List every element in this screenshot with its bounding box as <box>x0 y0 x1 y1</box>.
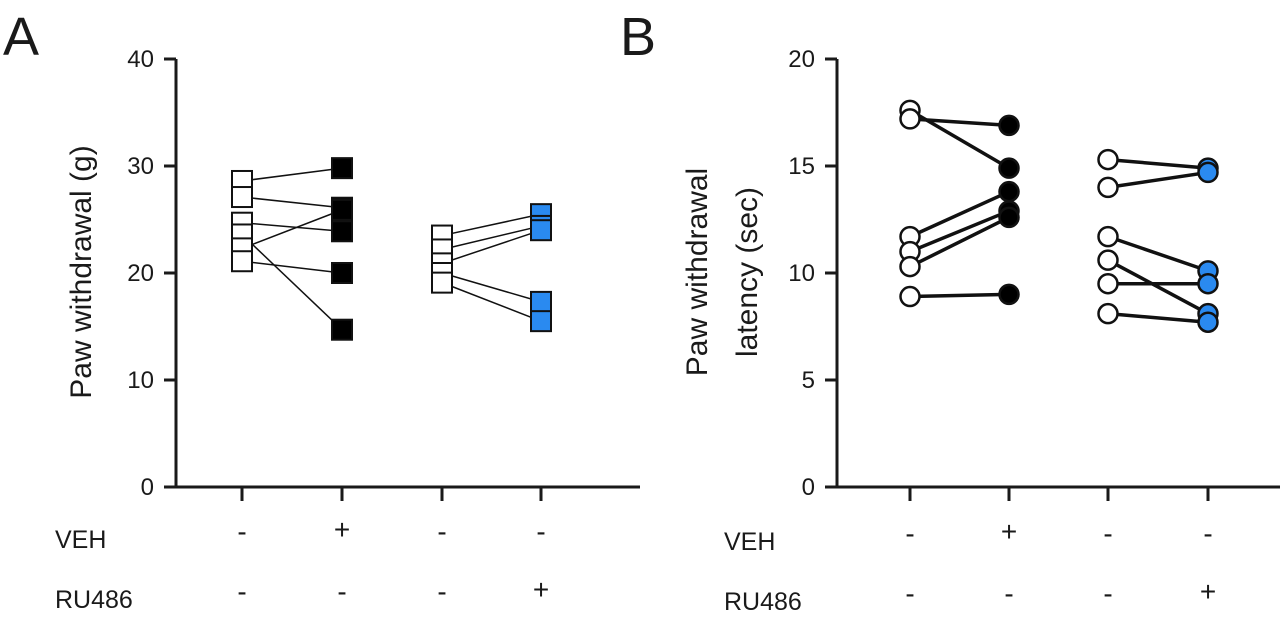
y-tick-label: 30 <box>127 153 154 180</box>
pair-line <box>909 209 1010 254</box>
data-point <box>1097 272 1119 295</box>
y-tick-label: 5 <box>802 367 815 394</box>
y-axis-label-b-line2: latency (sec) <box>731 187 764 357</box>
pair-line <box>1107 234 1209 273</box>
condition-sign: + <box>1200 576 1216 607</box>
condition-sign: - <box>1103 518 1112 549</box>
y-axis-label-b-line1: Paw withdrawal <box>681 168 714 376</box>
connecting-lines-b <box>909 108 1209 324</box>
data-point <box>331 157 353 180</box>
condition-sign: - <box>337 576 346 607</box>
pair-line <box>241 167 343 182</box>
data-point <box>998 114 1020 137</box>
data-points-b <box>899 99 1219 333</box>
data-point <box>998 157 1020 179</box>
pair-line <box>441 229 542 265</box>
axes-b: 0 5 10 15 20 <box>788 46 1280 501</box>
pair-line <box>241 196 343 209</box>
condition-sign: - <box>1004 578 1013 609</box>
data-point <box>998 206 1020 229</box>
data-point <box>1097 302 1119 325</box>
pair-line <box>441 272 542 303</box>
y-tick-label: 10 <box>788 260 815 287</box>
pair-line <box>909 190 1010 239</box>
pair-line <box>441 213 542 237</box>
pair-line <box>909 215 1010 269</box>
data-point <box>530 219 552 242</box>
condition-sign: - <box>237 516 246 547</box>
data-point <box>530 290 552 313</box>
condition-sign: - <box>437 576 446 607</box>
y-tick-label: 0 <box>141 474 154 501</box>
condition-sign: + <box>1001 516 1017 547</box>
condition-table-a: VEH - + - - RU486 - - - + <box>55 514 549 614</box>
pair-line <box>241 260 343 274</box>
y-tick-label: 20 <box>788 46 815 73</box>
panel-b: B Paw withdrawal latency (sec) 05101520 … <box>620 7 1280 616</box>
condition-sign: - <box>536 516 545 547</box>
data-point <box>899 285 921 308</box>
panel-label-a: A <box>3 7 39 67</box>
data-point <box>331 318 353 341</box>
data-point <box>1197 272 1219 295</box>
data-points-a <box>231 157 552 341</box>
condition-label: RU486 <box>724 588 802 616</box>
pair-line <box>241 233 343 331</box>
data-point <box>331 220 353 243</box>
condition-sign: - <box>237 576 246 607</box>
condition-sign: - <box>905 578 914 609</box>
condition-label: VEH <box>55 526 106 554</box>
data-point <box>231 250 253 273</box>
data-point <box>530 310 552 333</box>
y-axis-label-a: Paw withdrawal (g) <box>65 145 98 398</box>
pair-line <box>441 281 542 322</box>
axes-a: 0 10 20 30 40 <box>127 46 640 501</box>
pair-line <box>241 209 343 250</box>
pair-line <box>441 225 542 251</box>
condition-label: VEH <box>724 528 775 556</box>
data-point <box>1197 161 1219 184</box>
condition-sign: - <box>1203 518 1212 549</box>
data-point <box>331 262 353 284</box>
y-tick-label: 20 <box>127 260 154 287</box>
condition-label: RU486 <box>55 586 133 614</box>
data-point <box>1097 148 1119 171</box>
pair-line <box>1107 157 1209 170</box>
data-point <box>899 255 921 278</box>
y-tick-label: 40 <box>127 46 154 73</box>
y-tick-label: 15 <box>788 153 815 180</box>
connecting-lines-a <box>241 167 542 331</box>
data-point <box>1097 225 1119 248</box>
panel-label-b: B <box>620 7 656 67</box>
data-point <box>431 271 453 294</box>
pair-line <box>1107 311 1209 324</box>
pair-line <box>1107 258 1209 316</box>
pair-line <box>909 117 1010 128</box>
data-point <box>1197 311 1219 333</box>
data-point <box>231 186 253 209</box>
data-point <box>1097 176 1119 199</box>
condition-table-b: VEH - + - - RU486 - - - + <box>724 516 1216 616</box>
data-point <box>1097 249 1119 271</box>
pair-line <box>1107 170 1209 190</box>
condition-sign: + <box>334 514 350 545</box>
condition-sign: - <box>905 518 914 549</box>
data-point <box>998 283 1020 306</box>
pair-line <box>909 292 1010 299</box>
y-tick-label: 0 <box>802 474 815 501</box>
condition-sign: + <box>533 574 549 605</box>
data-point <box>998 180 1020 203</box>
data-point <box>899 108 921 130</box>
pair-line <box>241 221 343 233</box>
condition-sign: - <box>437 516 446 547</box>
y-tick-label: 10 <box>127 367 154 394</box>
panel-a: A Paw withdrawal (g) 0 10 20 30 40 VEH - + - - RU… <box>3 7 640 614</box>
condition-sign: - <box>1103 578 1112 609</box>
data-point <box>331 198 353 221</box>
